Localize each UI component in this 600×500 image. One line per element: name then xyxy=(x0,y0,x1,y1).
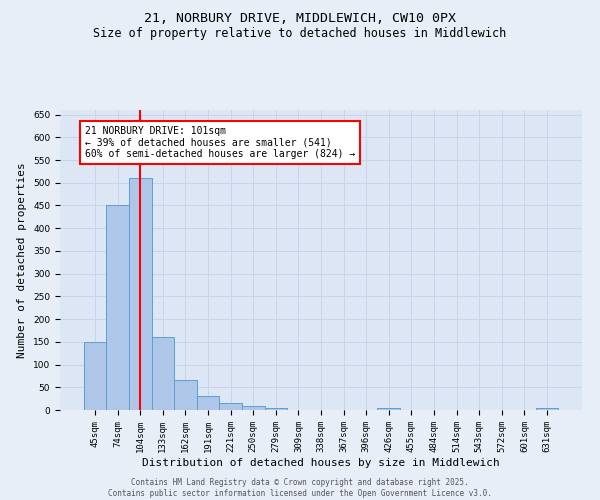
Y-axis label: Number of detached properties: Number of detached properties xyxy=(17,162,28,358)
Bar xyxy=(377,408,400,410)
Text: 21, NORBURY DRIVE, MIDDLEWICH, CW10 0PX: 21, NORBURY DRIVE, MIDDLEWICH, CW10 0PX xyxy=(144,12,456,26)
Bar xyxy=(106,206,129,410)
Bar xyxy=(152,338,174,410)
Text: Contains HM Land Registry data © Crown copyright and database right 2025.
Contai: Contains HM Land Registry data © Crown c… xyxy=(108,478,492,498)
Bar xyxy=(536,408,558,410)
Bar xyxy=(220,403,242,410)
Bar xyxy=(129,178,152,410)
Text: Size of property relative to detached houses in Middlewich: Size of property relative to detached ho… xyxy=(94,28,506,40)
X-axis label: Distribution of detached houses by size in Middlewich: Distribution of detached houses by size … xyxy=(142,458,500,468)
Bar xyxy=(265,408,287,410)
Text: 21 NORBURY DRIVE: 101sqm
← 39% of detached houses are smaller (541)
60% of semi-: 21 NORBURY DRIVE: 101sqm ← 39% of detach… xyxy=(85,126,355,159)
Bar xyxy=(84,342,106,410)
Bar xyxy=(174,380,197,410)
Bar xyxy=(242,406,265,410)
Bar xyxy=(197,396,220,410)
